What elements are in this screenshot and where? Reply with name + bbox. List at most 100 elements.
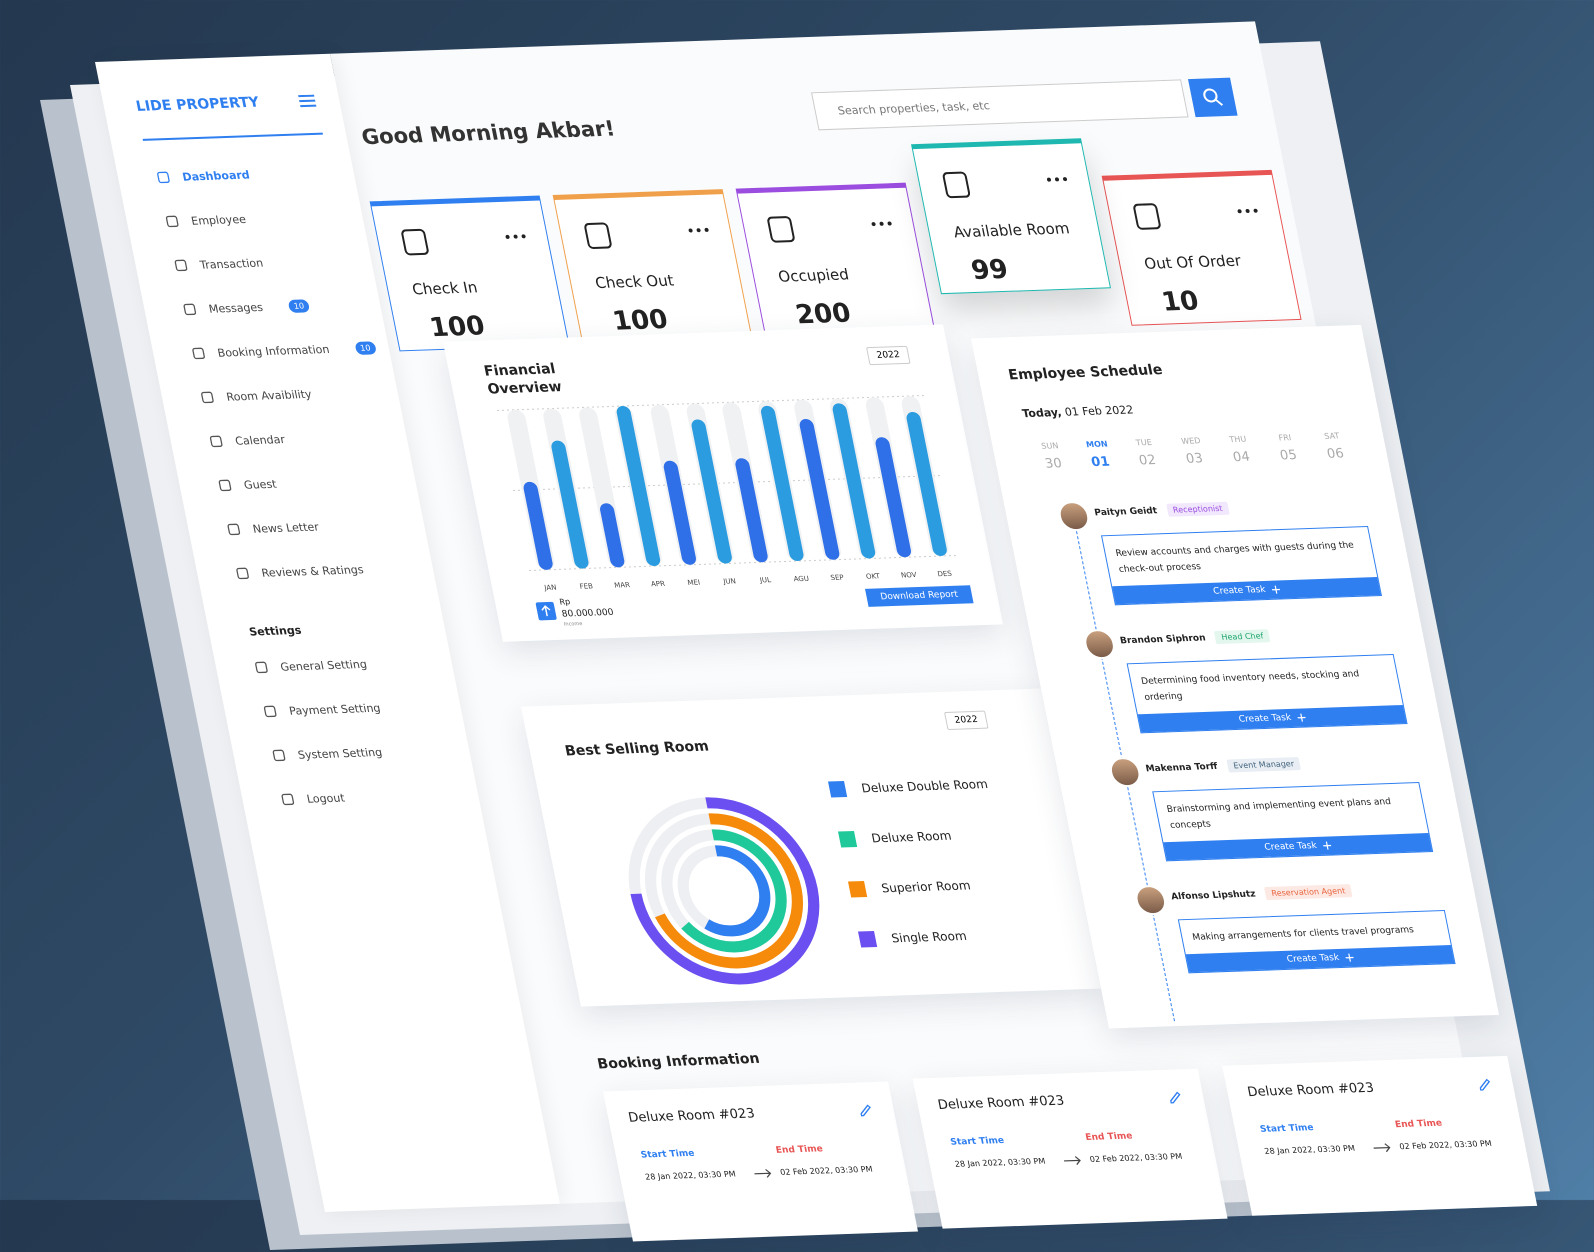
booking-card[interactable]: Deluxe Room #023 Start Time End Time 28 Jan… [603, 1081, 918, 1242]
room-name: Deluxe Room #023 [1246, 1080, 1376, 1101]
stat-card[interactable]: Check In 100 [369, 195, 570, 352]
create-task-button[interactable]: Create Task [1163, 833, 1432, 861]
start-time: 28 Jan 2022, 03:30 PM [954, 1156, 1047, 1169]
edit-shape [860, 1104, 871, 1117]
create-task-button[interactable]: Create Task [1137, 705, 1407, 733]
search-icon-handle [1214, 98, 1223, 106]
more-dot [1237, 209, 1242, 214]
menu-item[interactable]: Room Avaibility [199, 387, 313, 405]
x-tick-label: AGU [793, 574, 810, 583]
more-icon [505, 234, 526, 239]
menu-item[interactable]: Guest [217, 477, 278, 493]
end-time: 02 Feb 2022, 03:30 PM [1398, 1138, 1493, 1152]
menu-icon-line [299, 99, 316, 103]
icon [192, 347, 205, 360]
legend-label: Superior Room [880, 878, 972, 896]
plus-icon [1322, 841, 1331, 850]
menu-label: Transaction [198, 256, 265, 272]
more-icon [688, 227, 709, 233]
day-date: 05 [1278, 447, 1299, 464]
day[interactable]: FRI 05 [1267, 433, 1307, 464]
arrow-shape [541, 605, 551, 617]
more-dot [1054, 177, 1060, 182]
day-name: FRI [1277, 433, 1293, 443]
settings-item[interactable]: Payment Setting [262, 701, 382, 719]
role-tag: Head Chef [1214, 629, 1271, 645]
download-button[interactable]: Download Report [865, 585, 974, 607]
year-select[interactable]: 2022 [944, 710, 989, 731]
more-dot [1245, 208, 1250, 213]
day[interactable]: SUN 30 [1032, 441, 1072, 472]
start-time: 28 Jan 2022, 03:30 PM [1263, 1143, 1356, 1156]
avatar [1132, 884, 1169, 916]
arrow-shape [754, 1168, 772, 1178]
more-dot [871, 222, 876, 227]
stat-label: Out Of Order [1142, 251, 1243, 273]
menu-item[interactable]: Messages 10 [181, 298, 311, 316]
stat-label: Available Room [952, 219, 1071, 242]
start-time: 28 Jan 2022, 03:30 PM [644, 1169, 737, 1182]
icon-shape [165, 215, 179, 228]
booking-card[interactable]: Deluxe Room #023 Start Time End Time 28 Jan… [1222, 1055, 1538, 1216]
menu-item[interactable]: Dashboard [155, 167, 251, 184]
search-button[interactable] [1188, 77, 1238, 118]
financial-card: Financial Overview 2022 JAN FEB MAR APR MEI JUN… [443, 324, 1003, 642]
edit-shape [1170, 1091, 1181, 1104]
employee: Paityn Geidt Receptionist [1093, 501, 1230, 520]
bar-chart: JAN FEB MAR APR MEI JUN JUL AGU SEP OKT NOV DES [496, 394, 960, 592]
booking-card[interactable]: Deluxe Room #023 Start Time End Time 28 Jan… [912, 1068, 1228, 1229]
menu-label: Guest [242, 477, 278, 492]
stat-icon-shape [401, 228, 429, 256]
avatar [1107, 756, 1144, 788]
menu-item[interactable]: Reviews & Ratings [234, 562, 365, 580]
legend-item: Single Room [858, 928, 968, 948]
x-tick-label: OKT [865, 571, 881, 580]
bar [875, 437, 911, 558]
legend-swatch [838, 830, 858, 848]
icon-shape [183, 303, 197, 316]
create-task-button[interactable]: Create Task [1185, 945, 1455, 973]
end-time: 02 Feb 2022, 03:30 PM [1089, 1151, 1184, 1165]
x-tick-label: JUL [758, 575, 772, 584]
icon [272, 749, 286, 762]
legend-item: Superior Room [848, 877, 972, 898]
create-task-label: Create Task [1285, 952, 1341, 965]
bar [600, 503, 625, 568]
start-label: Start Time [1259, 1123, 1315, 1135]
icon-shape [218, 479, 232, 492]
menu-label: Room Avaibility [225, 387, 313, 404]
day[interactable]: MON 01 [1079, 439, 1119, 470]
day[interactable]: WED 03 [1173, 436, 1213, 467]
create-task-button[interactable]: Create Task [1112, 577, 1381, 605]
employee-name: Makenna Torff [1144, 761, 1219, 774]
more-dot [521, 234, 526, 239]
settings-item[interactable]: General Setting [253, 657, 368, 675]
settings-label: System Setting [296, 745, 384, 762]
stat-card[interactable]: Check Out 100 [552, 189, 753, 346]
day[interactable]: THU 04 [1220, 434, 1260, 466]
year-select[interactable]: 2022 [866, 345, 911, 366]
arrow-icon [1063, 1156, 1081, 1165]
settings-item[interactable]: Logout [279, 790, 346, 806]
menu-item[interactable]: News Letter [225, 519, 320, 536]
task-box: Brainstorming and implementing event pla… [1152, 781, 1434, 862]
menu-item[interactable]: Booking Information 10 [190, 340, 377, 360]
day[interactable]: TUE 02 [1126, 438, 1166, 469]
stat-icon [401, 228, 429, 256]
more-icon [1046, 177, 1068, 182]
menu-item[interactable]: Transaction [173, 256, 265, 273]
stat-card[interactable]: Available Room 99 [911, 138, 1111, 295]
bar [691, 419, 732, 564]
x-tick-label: JAN [543, 583, 558, 592]
menu-item[interactable]: Employee [164, 212, 247, 229]
stat-card[interactable]: Occupied 200 [735, 182, 936, 339]
settings-item[interactable]: System Setting [271, 745, 384, 763]
arrow-icon [541, 605, 551, 617]
day[interactable]: SAT 06 [1314, 431, 1354, 462]
stat-value: 100 [610, 304, 671, 337]
icon [174, 259, 188, 272]
menu-item[interactable]: Calendar [208, 432, 286, 449]
stat-card[interactable]: Out Of Order 10 [1101, 169, 1302, 326]
stat-icon-shape [1133, 203, 1161, 230]
stat-icon [1133, 203, 1161, 230]
